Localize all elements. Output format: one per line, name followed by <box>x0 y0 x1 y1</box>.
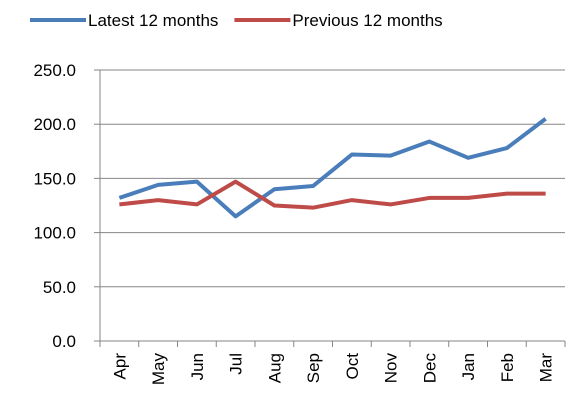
y-tick-label: 100.0 <box>33 224 76 243</box>
legend-label: Latest 12 months <box>88 11 218 30</box>
y-tick-label: 50.0 <box>43 278 76 297</box>
x-tick-label: Mar <box>537 353 556 383</box>
x-tick-label: Jul <box>227 353 246 375</box>
x-tick-label: Aug <box>265 353 284 383</box>
x-tick-label: Oct <box>343 353 362 380</box>
series-line <box>118 117 547 219</box>
y-tick-label: 0.0 <box>52 332 76 351</box>
x-tick-label: Nov <box>382 353 401 384</box>
x-tick-label: Jan <box>459 353 478 380</box>
x-tick-label: Jun <box>188 353 207 380</box>
x-tick-label: Feb <box>498 353 517 382</box>
y-tick-label: 200.0 <box>33 115 76 134</box>
x-tick-label: Sep <box>304 353 323 383</box>
legend-label: Previous 12 months <box>292 11 442 30</box>
x-tick-label: May <box>149 353 168 386</box>
x-tick-label: Dec <box>420 353 439 384</box>
x-tick-label: Apr <box>110 353 129 380</box>
series-line <box>119 179 546 210</box>
y-tick-label: 250.0 <box>33 61 76 80</box>
y-tick-label: 150.0 <box>33 169 76 188</box>
